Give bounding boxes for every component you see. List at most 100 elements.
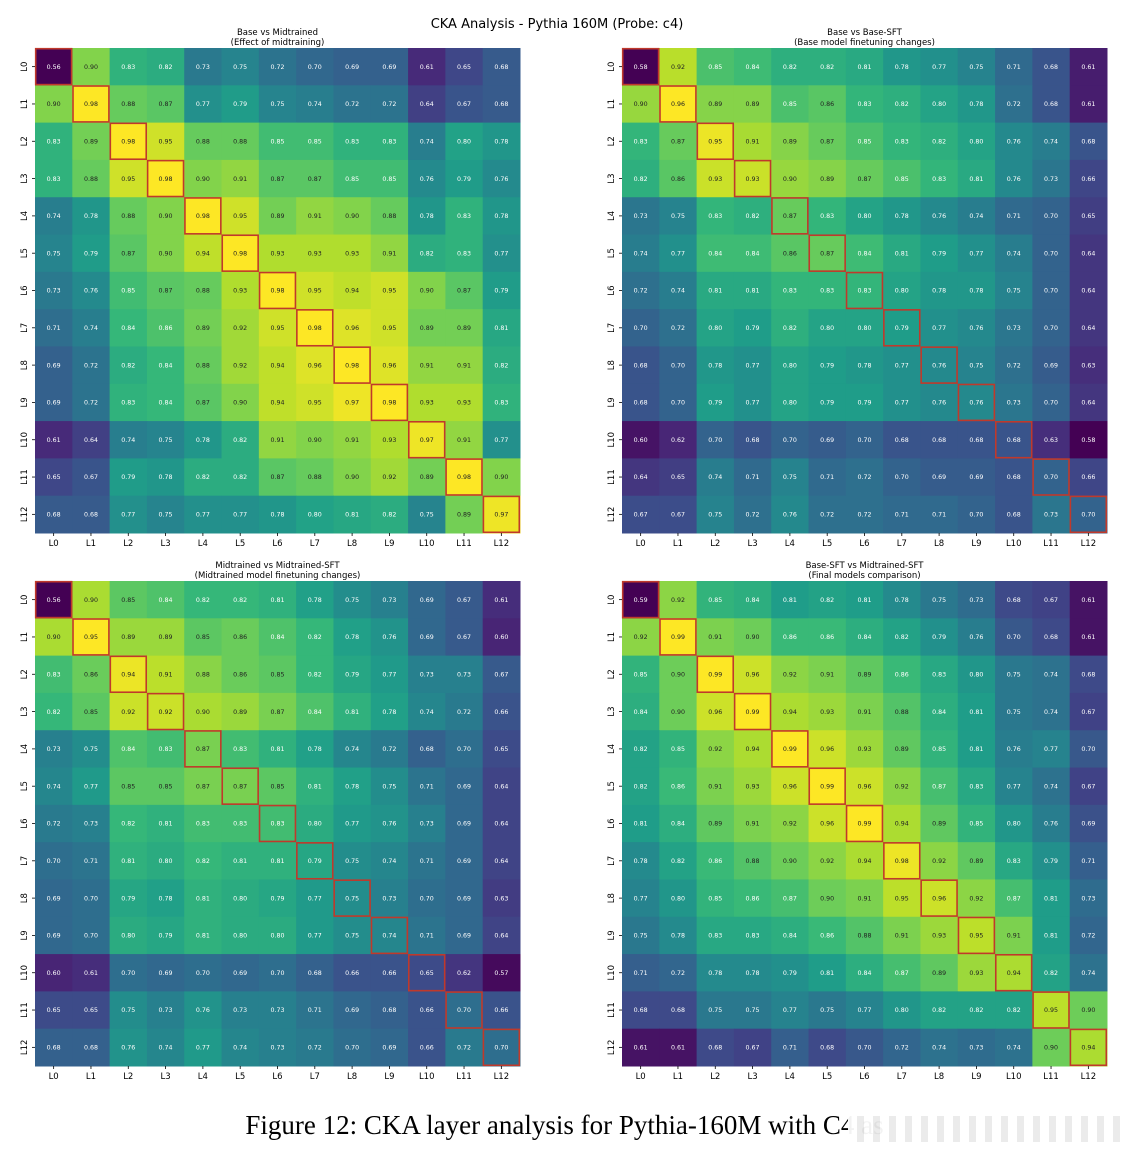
y-tick-label: L0 [607, 62, 617, 72]
cell-value-label: 0.82 [1007, 1007, 1021, 1014]
heatmap-cell [808, 421, 847, 459]
heatmap-cell [258, 421, 297, 459]
cell-value-label: 0.68 [820, 1045, 834, 1052]
heatmap-cell [35, 346, 73, 385]
cell-value-label: 0.71 [932, 512, 946, 519]
diagonal-highlight-box [407, 953, 446, 992]
heatmap-cell [146, 692, 185, 731]
y-tick-label: L8 [20, 893, 30, 903]
cell-value-label: 0.89 [783, 138, 797, 145]
heatmap-cell [258, 618, 297, 657]
heatmap-cell [696, 421, 735, 459]
heatmap-cell [995, 730, 1033, 769]
cell-value-label: 0.93 [746, 783, 760, 790]
cell-value-label: 0.70 [1081, 512, 1095, 519]
heatmap-cell [957, 991, 996, 1030]
diagonal-highlight-box [883, 842, 921, 880]
heatmap-cell [808, 458, 847, 497]
diagonal-highlight-box [696, 655, 735, 694]
x-tick-label: L4 [198, 1072, 208, 1082]
cell-value-label: 0.92 [820, 858, 834, 865]
cell-value-label: 0.70 [270, 970, 284, 977]
cell-value-label: 0.84 [857, 970, 871, 977]
heatmap-cell [408, 122, 446, 161]
heatmap-cell [1069, 309, 1108, 347]
heatmap-cell [35, 804, 73, 843]
cell-value-label: 0.68 [1007, 512, 1021, 519]
heatmap-cell [883, 309, 921, 347]
cell-value-label: 0.70 [634, 325, 648, 332]
cell-value-label: 0.81 [708, 288, 722, 295]
cell-value-label: 0.85 [857, 138, 871, 145]
heatmap-cell [883, 842, 921, 880]
cell-value-label: 0.78 [746, 970, 760, 977]
cell-value-label: 0.89 [420, 474, 434, 481]
heatmap-cell [146, 655, 185, 694]
x-tick-label: L11 [456, 539, 472, 549]
heatmap-cell [957, 383, 996, 422]
heatmap-cell [622, 458, 660, 497]
heatmap-cell [258, 85, 297, 124]
heatmap-cell [995, 271, 1033, 310]
heatmap-cell [733, 581, 772, 619]
x-tick-label: L6 [859, 539, 869, 549]
cell-value-label: 0.70 [1044, 288, 1058, 295]
cell-value-label: 0.69 [969, 474, 983, 481]
heatmap-cell [696, 197, 735, 236]
cell-value-label: 0.89 [84, 138, 98, 145]
heatmap-cell [771, 655, 810, 694]
heatmap-cell [733, 309, 772, 347]
heatmap-cell [35, 234, 73, 273]
heatmap-cell [482, 804, 521, 843]
heatmap-cell [696, 271, 735, 310]
x-tick-label: L3 [160, 539, 170, 549]
heatmap-cell [482, 954, 521, 992]
cell-value-label: 0.88 [196, 288, 210, 295]
cell-value-label: 0.82 [634, 176, 648, 183]
cell-value-label: 0.82 [308, 671, 322, 678]
cell-value-label: 0.86 [820, 634, 834, 641]
diagonal-highlight-box [883, 309, 921, 347]
heatmap-cell [482, 1028, 521, 1067]
cell-value-label: 0.95 [382, 325, 396, 332]
y-tick-label: L8 [20, 360, 30, 370]
cell-value-label: 0.71 [1007, 64, 1021, 71]
cell-value-label: 0.76 [1044, 821, 1058, 828]
x-tick-label: L7 [897, 1072, 907, 1082]
cell-value-label: 0.70 [457, 1007, 471, 1014]
cell-value-label: 0.89 [233, 709, 247, 716]
cell-value-label: 0.79 [457, 176, 471, 183]
heatmap-cell [808, 122, 847, 161]
cell-value-label: 0.56 [47, 64, 61, 71]
cell-value-label: 0.93 [270, 250, 284, 257]
cell-value-label: 0.98 [233, 250, 247, 257]
diagonal-highlight-box [957, 383, 996, 422]
heatmap-cell [733, 85, 772, 124]
diagonal-highlight-box [771, 730, 809, 768]
x-tick-label: L4 [785, 539, 795, 549]
heatmap-cell [333, 618, 372, 657]
heatmap-cell [957, 916, 996, 955]
heatmap-cell [920, 991, 959, 1030]
cell-value-label: 0.77 [196, 101, 210, 108]
cell-value-label: 0.71 [420, 933, 434, 940]
cell-value-label: 0.70 [121, 970, 135, 977]
cell-value-label: 0.75 [1007, 288, 1021, 295]
heatmap-cell [482, 421, 521, 459]
heatmap-cell [221, 581, 260, 619]
heatmap-cell [258, 692, 297, 731]
cell-value-label: 0.82 [895, 634, 909, 641]
heatmap-cell [445, 346, 484, 385]
panel-subtitle: (Base model finetuning changes) [794, 38, 935, 48]
heatmap-cell [733, 346, 772, 385]
cell-value-label: 0.79 [932, 634, 946, 641]
heatmap-cell [659, 1028, 698, 1067]
heatmap-cell [482, 581, 521, 619]
cell-value-label: 0.98 [345, 362, 359, 369]
cell-value-label: 0.92 [969, 895, 983, 902]
cell-value-label: 0.84 [634, 709, 648, 716]
cell-value-label: 0.61 [1081, 101, 1095, 108]
heatmap-cell [333, 916, 372, 955]
heatmap-cell [35, 159, 73, 198]
heatmap-cell [733, 692, 772, 731]
